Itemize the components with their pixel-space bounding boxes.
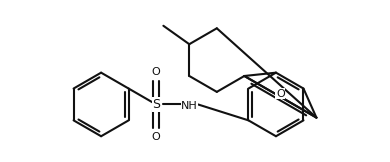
Text: O: O bbox=[152, 132, 161, 142]
Text: NH: NH bbox=[181, 100, 198, 110]
Text: S: S bbox=[152, 98, 160, 111]
Text: O: O bbox=[276, 89, 285, 99]
Text: O: O bbox=[152, 67, 161, 77]
